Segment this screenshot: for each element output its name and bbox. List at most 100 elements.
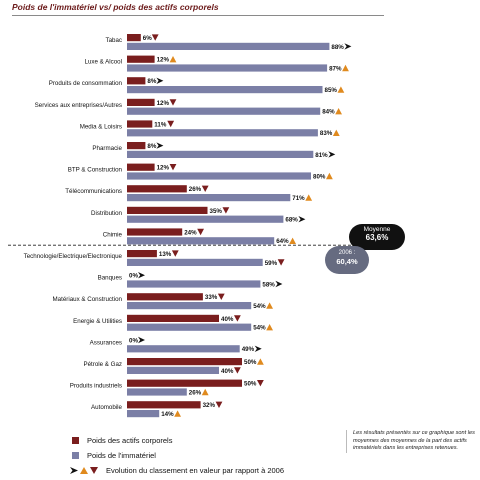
trend-icon (326, 172, 333, 180)
category-label: Pharmacie (92, 145, 122, 152)
value-label-immateriel: 40% (221, 368, 234, 375)
value-label-corporels: 33% (205, 294, 218, 301)
bar-corporels (127, 250, 157, 258)
value-label-corporels: 35% (210, 208, 223, 215)
bar-immateriel (127, 302, 252, 310)
trend-icon (266, 302, 273, 309)
value-label-corporels: 24% (184, 229, 197, 236)
category-label: Pétrole & Gaz (83, 361, 122, 368)
value-label-corporels: 8% (147, 143, 156, 150)
value-label-corporels: 0% (129, 273, 138, 280)
value-label-immateriel: 26% (189, 389, 202, 396)
trend-icon (201, 185, 209, 192)
previous-year-bubble: 2006 : 60,4% (325, 246, 369, 274)
trend-icon (169, 56, 177, 63)
bar-immateriel (127, 366, 219, 374)
value-label-immateriel: 83% (320, 130, 333, 137)
bar-corporels (127, 98, 155, 106)
legend-swatch-immateriel (72, 452, 79, 459)
category-label: Matériaux & Construction (53, 296, 123, 303)
trend-icon (305, 194, 313, 201)
trend-icon (156, 77, 164, 84)
trend-icon (257, 358, 264, 365)
value-label-corporels: 12% (157, 165, 170, 172)
trend-icon (215, 401, 223, 408)
value-label-corporels: 0% (129, 337, 138, 344)
trend-icon (275, 280, 283, 288)
trend-icon (151, 34, 159, 41)
bar-immateriel (127, 280, 261, 288)
bar-immateriel (127, 129, 318, 137)
trend-icon (337, 86, 345, 93)
value-label-corporels: 12% (157, 100, 170, 107)
value-label-immateriel: 88% (331, 44, 344, 51)
trend-icon (342, 64, 349, 72)
bar-immateriel (127, 42, 330, 50)
bar-corporels (127, 358, 242, 366)
trend-icon (222, 207, 230, 214)
mean-value: 63,6% (365, 233, 389, 243)
trend-icon (335, 108, 342, 115)
category-label: Distribution (91, 210, 123, 217)
trend-icon (234, 367, 241, 374)
footnote: Les résultats présentés sur ce graphique… (346, 430, 480, 453)
value-label-immateriel: 71% (292, 195, 305, 202)
bar-immateriel (127, 388, 187, 396)
mean-bubble: Moyenne 63,6% (349, 224, 405, 250)
trend-icon (332, 129, 340, 136)
trend-icon (138, 272, 145, 279)
category-label: Media & Loisirs (80, 123, 122, 130)
trend-icon (217, 293, 225, 300)
bar-immateriel (127, 258, 263, 266)
legend-label-immateriel: Poids de l'immatériel (87, 451, 156, 460)
trend-icon (254, 345, 262, 352)
trend-icon (234, 315, 241, 322)
value-label-corporels: 50% (244, 359, 257, 366)
trend-icon (171, 250, 179, 257)
previous-year-value: 60,4% (336, 257, 358, 267)
category-label: Télécommunications (65, 188, 122, 195)
bar-corporels (127, 120, 153, 128)
title-rule (12, 15, 384, 16)
bar-immateriel (127, 237, 275, 245)
bar-immateriel (127, 345, 240, 353)
trend-icon (257, 380, 264, 387)
bar-chart: Tabac 6% 88% Luxe & Alcool 12% 87% Produits de… (8, 34, 352, 418)
trend-icon (266, 324, 273, 331)
bar-corporels (127, 55, 155, 63)
value-label-corporels: 13% (159, 251, 172, 258)
trend-icon (169, 99, 177, 106)
bar-immateriel (127, 323, 252, 331)
legend-trend: Evolution du classement en valeur par ra… (70, 466, 284, 475)
bar-corporels (127, 34, 141, 42)
legend-label-trend: Evolution du classement en valeur par ra… (106, 466, 285, 475)
bar-corporels (127, 314, 219, 322)
category-label: Energie & Utilities (73, 318, 122, 325)
trend-arrows-icon (70, 467, 98, 474)
bar-corporels (127, 77, 146, 85)
category-label: Produits de consommation (49, 80, 123, 87)
value-label-immateriel: 85% (325, 87, 338, 94)
value-label-immateriel: 49% (242, 346, 255, 353)
value-label-immateriel: 59% (265, 260, 278, 267)
category-label: Luxe & Alcool (85, 59, 123, 66)
trend-icon (328, 151, 336, 158)
bar-immateriel (127, 194, 291, 202)
value-label-corporels: 50% (244, 381, 257, 388)
value-label-corporels: 32% (203, 402, 216, 409)
category-label: BTP & Construction (68, 167, 123, 174)
value-label-corporels: 12% (157, 57, 170, 64)
value-label-immateriel: 87% (329, 65, 342, 72)
legend-corporels: Poids des actifs corporels (72, 436, 172, 445)
category-label: Assurances (90, 339, 122, 346)
trend-icon (201, 388, 209, 396)
trend-icon (156, 142, 164, 149)
bar-corporels (127, 163, 155, 171)
legend-swatch-corporels (72, 437, 79, 444)
value-label-corporels: 6% (143, 35, 152, 42)
bar-corporels (127, 185, 187, 193)
category-label: Chimie (103, 231, 123, 238)
bar-immateriel (127, 215, 284, 223)
bar-corporels (127, 228, 183, 236)
bar-corporels (127, 401, 201, 409)
